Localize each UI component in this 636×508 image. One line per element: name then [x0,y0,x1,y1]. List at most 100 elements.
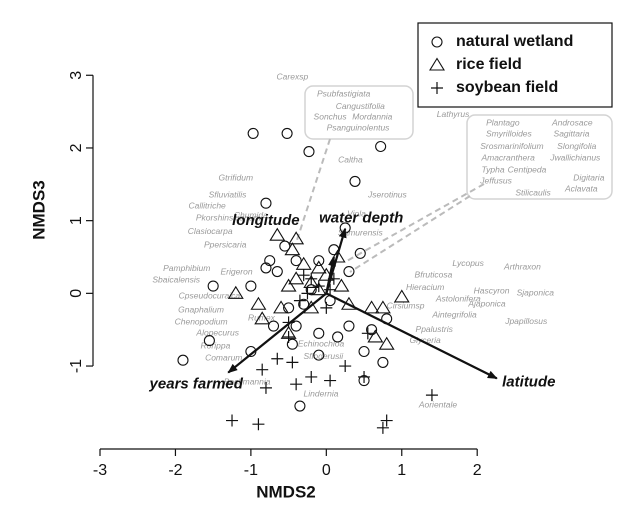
point [256,363,269,376]
species-group-box [466,114,613,200]
legend-symbol [429,57,445,71]
point [332,331,344,343]
point [250,296,267,310]
species-label: Psanguinolentus [327,123,391,133]
species-label: Androsace [551,117,593,127]
point [367,329,384,343]
species-label: Stilicaulis [515,187,551,197]
species-label: Lindernia [304,389,339,399]
point [271,265,283,278]
species-label: Cpseudocuraica [179,291,241,301]
point [177,354,189,366]
species-label: Rorippa [201,341,231,351]
point [305,370,318,383]
species-label: Sonchus [314,112,348,122]
vector-label: water depth [319,210,403,227]
point [252,418,265,431]
point [393,289,410,303]
species-label: Typha [482,165,505,175]
species-label: Astolonifera [435,293,481,303]
species-label: Ppersicaria [204,240,247,250]
species-label: Cirsiumsp [387,301,425,311]
point [313,349,325,361]
species-label: Aorientale [418,400,458,410]
species-label: Ppalustris [416,324,454,334]
species-label: Hascyron [474,285,510,295]
point [310,260,327,274]
vector-arrow [325,256,336,294]
point [290,255,302,267]
species-label: Srosmarinifolium [480,141,543,151]
species-label: Gtrifidum [219,173,253,183]
point [358,345,370,358]
vector-arrow [325,292,498,380]
species-label: Alopecurus [195,328,239,338]
species-label: Echinochloa [298,338,345,348]
species-label: Psubfastigiata [317,88,371,98]
point [312,280,325,293]
point [313,327,325,339]
vector-arrow [227,292,328,374]
species-label: Sagittaria [554,128,590,138]
point [375,140,387,153]
point [354,247,366,259]
point [298,298,310,310]
point [227,285,244,299]
point [203,335,215,347]
vector-label: longitude [232,212,300,229]
group-connector [349,195,471,273]
species-label: Caltha [338,155,363,165]
point [303,300,320,314]
point [333,278,350,292]
species-label: Jserotinus [367,189,407,199]
point [267,320,280,332]
species-label: Cangustifolia [336,101,385,111]
point [358,370,371,383]
species-label: Pamphibium [163,263,210,273]
species-label: Aclavata [564,184,598,194]
vector-label: latitude [502,373,555,390]
point [305,272,318,285]
point [343,320,355,332]
species-label: Bfruticosa [415,269,453,279]
point [245,280,257,292]
point [366,324,378,336]
point [260,262,272,274]
species-label: Hieracium [406,282,444,292]
point [339,360,352,373]
species-label: Rumex [248,312,276,322]
species-label: Lathyrus [437,109,470,119]
species-label: Jeffusus [479,176,512,186]
x-tick-label: 2 [473,462,482,479]
species-label: Digitaria [573,173,604,183]
species-label: Ajaponica [467,299,506,309]
species-label: Erigeron [220,267,252,277]
point [280,278,297,292]
point [207,280,219,292]
x-tick-label: -2 [168,462,182,479]
point [259,381,272,394]
point [378,336,395,350]
legend-label: rice field [456,56,522,73]
point [273,300,290,314]
point [349,175,361,187]
point [310,282,327,296]
x-tick-label: -1 [244,462,258,479]
point [282,330,295,343]
point [320,301,333,314]
legend-label: natural wetland [456,33,573,50]
x-axis-title: NMDS2 [256,482,316,501]
species-label: Chumida [234,210,268,220]
point [313,255,325,267]
point [294,400,306,412]
point [264,255,276,267]
species-group-box [304,85,414,140]
species-label: Sbaicalensis [152,275,200,285]
y-tick-label: 0 [68,289,85,298]
point [374,300,391,314]
species-label: Comarum [205,352,242,362]
species-label: Mordannia [352,112,392,122]
legend-box [417,22,613,108]
point [324,374,337,387]
species-label: Clasiocarpa [188,226,233,236]
